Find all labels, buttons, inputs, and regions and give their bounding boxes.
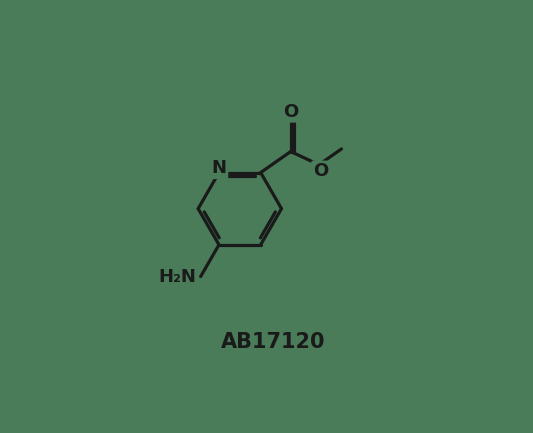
Text: H₂N: H₂N bbox=[159, 268, 197, 285]
Text: N: N bbox=[212, 159, 227, 177]
Text: AB17120: AB17120 bbox=[221, 332, 326, 352]
Text: O: O bbox=[283, 103, 298, 121]
Text: O: O bbox=[313, 162, 328, 181]
